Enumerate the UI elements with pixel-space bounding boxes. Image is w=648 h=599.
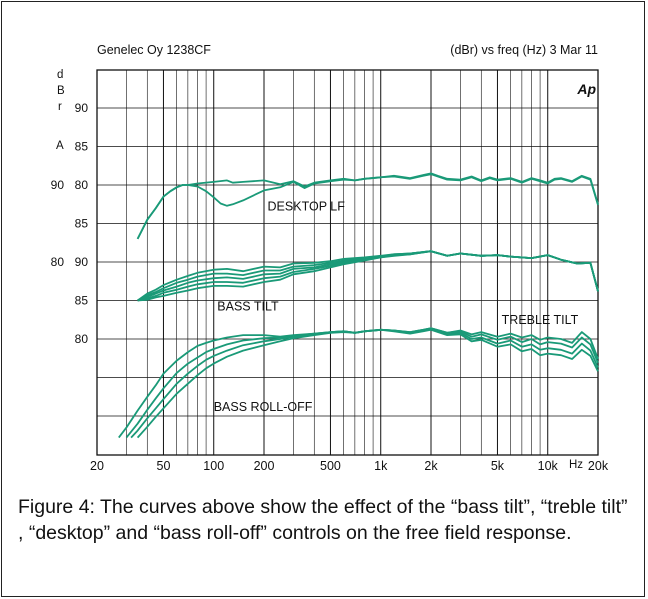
x-tick-label: 2k bbox=[424, 459, 438, 473]
chart-header-left: Genelec Oy 1238CF bbox=[97, 43, 211, 57]
y-tick-label: 80 bbox=[75, 332, 89, 346]
y-tick-label: 90 bbox=[75, 101, 89, 115]
curve-labels: DESKTOP LF BASS TILT BASS ROLL-OFF TREBLE T… bbox=[214, 200, 579, 414]
y-tick-label: 80 bbox=[75, 178, 89, 192]
y-tick-label: 90 bbox=[75, 255, 89, 269]
x-tick-label: 200 bbox=[254, 459, 275, 473]
x-axis-tick-labels: 20 50 100 200 500 1k 2k 5k 10k 20k bbox=[90, 459, 609, 473]
curve-group-label: DESKTOP LF bbox=[268, 200, 346, 214]
x-tick-label: 20k bbox=[588, 459, 609, 473]
frequency-response-chart: DESKTOP LF BASS TILT BASS ROLL-OFF TREBLE T… bbox=[51, 43, 609, 473]
y-axis-labels: 90 85 90 80 85 80 90 85 80 bbox=[51, 101, 89, 346]
y-tick-label: 80 bbox=[51, 255, 65, 269]
x-tick-label: 20 bbox=[90, 459, 104, 473]
y-tick-label: 85 bbox=[75, 294, 89, 308]
response-curve bbox=[118, 327, 599, 439]
response-curve bbox=[137, 250, 599, 302]
x-tick-label: 5k bbox=[491, 459, 505, 473]
y-axis-label-r: r bbox=[58, 101, 62, 113]
x-tick-label: 100 bbox=[203, 459, 224, 473]
x-tick-label: 10k bbox=[538, 459, 559, 473]
y-tick-label: 85 bbox=[75, 140, 89, 154]
grid bbox=[97, 70, 598, 455]
figure-caption: Figure 4: The curves above show the effe… bbox=[18, 496, 628, 544]
curve-group-label: BASS ROLL-OFF bbox=[214, 400, 313, 414]
x-axis-label: Hz bbox=[569, 459, 583, 471]
y-tick-label: 90 bbox=[51, 178, 65, 192]
response-curve bbox=[136, 172, 599, 240]
response-curve bbox=[136, 173, 599, 240]
plot-area bbox=[96, 69, 599, 456]
curve-group-label: BASS TILT bbox=[217, 300, 279, 314]
x-tick-label: 1k bbox=[374, 459, 388, 473]
y-axis-label-a: A bbox=[56, 140, 64, 152]
chart-header-right: (dBr) vs freq (Hz) 3 Mar 11 bbox=[450, 43, 598, 57]
curves bbox=[118, 172, 599, 439]
y-axis-label-b: B bbox=[57, 85, 65, 97]
y-axis-label-d: d bbox=[57, 69, 63, 81]
x-tick-label: 500 bbox=[320, 459, 341, 473]
curve-group-label: TREBLE TILT bbox=[502, 313, 579, 327]
ap-logo: Ap bbox=[576, 81, 596, 97]
response-curve bbox=[136, 328, 599, 439]
y-tick-label: 85 bbox=[75, 217, 89, 231]
x-tick-label: 50 bbox=[157, 459, 171, 473]
